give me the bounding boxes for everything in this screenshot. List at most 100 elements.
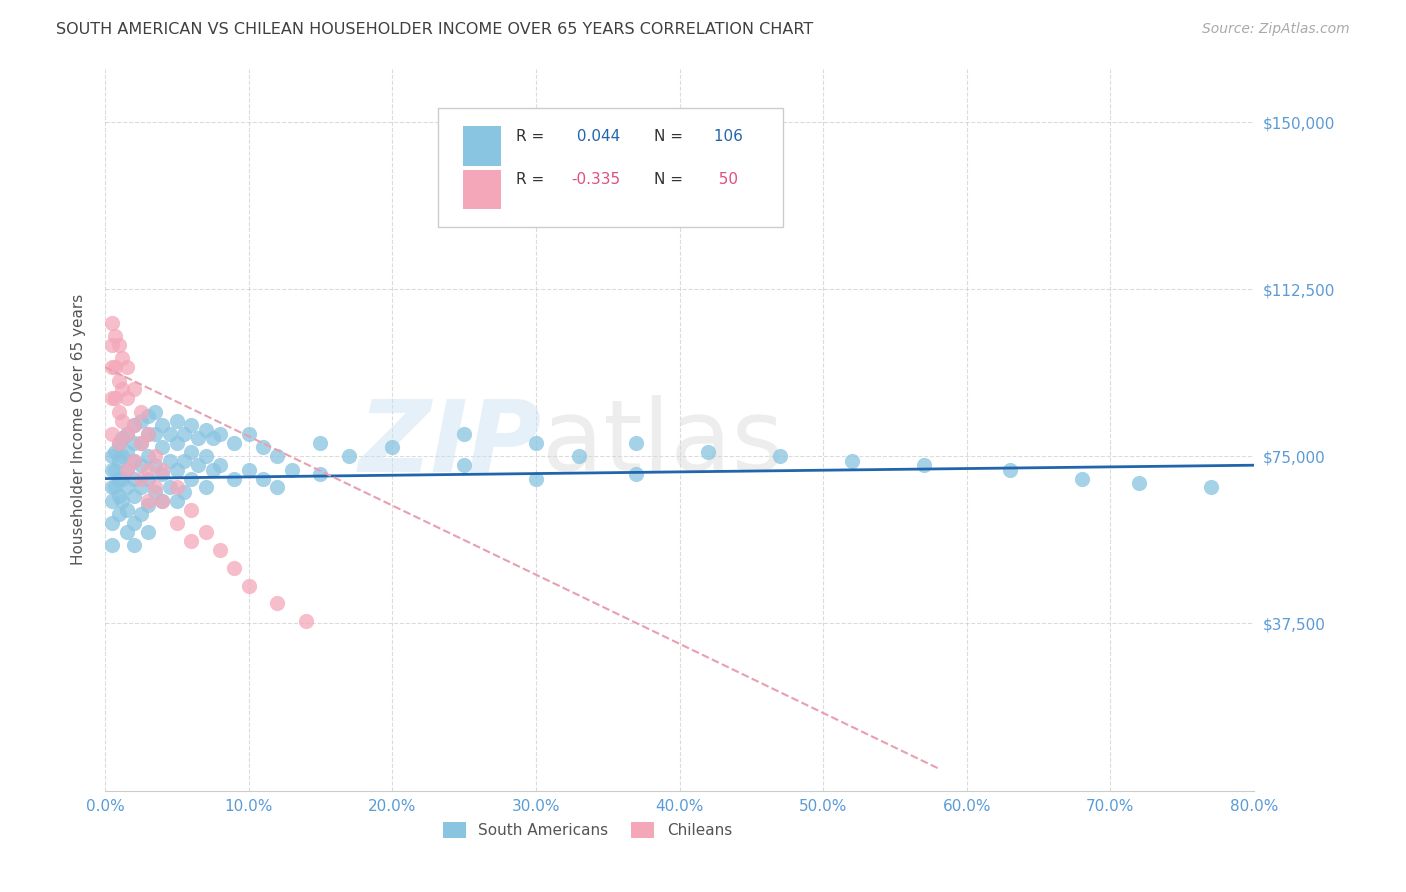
Point [912,458,935,473]
Point [129,436,152,450]
Point [136,463,159,477]
Point [166,463,188,477]
Point [129,507,152,521]
Point [201,432,224,446]
Point [108,436,131,450]
Point [136,450,159,464]
Point [101,481,124,495]
Point [136,494,159,508]
Text: Source: ZipAtlas.com: Source: ZipAtlas.com [1202,22,1350,37]
Text: N =: N = [654,172,688,187]
Point [626,436,648,450]
Point [122,472,145,486]
Point [101,360,124,375]
Point [108,338,131,352]
Point [180,445,202,459]
Point [111,351,134,366]
Point [115,360,138,375]
Point [122,454,145,468]
Point [152,494,174,508]
Point [108,472,131,486]
Text: SOUTH AMERICAN VS CHILEAN HOUSEHOLDER INCOME OVER 65 YEARS CORRELATION CHART: SOUTH AMERICAN VS CHILEAN HOUSEHOLDER IN… [56,22,814,37]
Point [152,494,174,508]
Point [129,436,152,450]
Point [143,405,166,419]
Point [166,516,188,530]
Point [111,472,134,486]
Point [208,458,231,473]
Legend: South Americans, Chileans: South Americans, Chileans [437,816,738,845]
Point [111,383,134,397]
Point [238,463,260,477]
Point [122,418,145,433]
Point [101,427,124,442]
Point [224,560,246,574]
FancyBboxPatch shape [464,127,502,166]
FancyBboxPatch shape [464,169,502,210]
Point [108,507,131,521]
Text: 106: 106 [710,128,744,144]
Text: ZIP: ZIP [359,395,541,492]
Point [104,463,127,477]
Point [381,441,404,455]
Point [111,414,134,428]
Point [108,374,131,388]
Point [115,445,138,459]
Point [266,596,288,610]
Point [159,481,181,495]
Point [173,427,195,442]
Point [122,490,145,504]
Point [143,481,166,495]
Point [136,499,159,513]
Point [129,458,152,473]
Point [524,436,547,450]
Point [115,463,138,477]
Point [101,516,124,530]
Point [697,445,720,459]
Point [187,432,209,446]
Point [136,427,159,442]
Point [115,427,138,442]
Point [104,329,127,343]
Point [104,481,127,495]
Point [309,436,332,450]
Point [129,481,152,495]
FancyBboxPatch shape [439,108,783,227]
Point [122,418,145,433]
Point [280,463,302,477]
Point [180,472,202,486]
Point [252,472,274,486]
Point [111,450,134,464]
Point [108,436,131,450]
Point [101,392,124,406]
Point [159,454,181,468]
Point [295,614,318,628]
Point [104,360,127,375]
Point [129,405,152,419]
Point [841,454,863,468]
Point [166,414,188,428]
Point [194,423,217,437]
Point [122,383,145,397]
Point [115,427,138,442]
Point [115,392,138,406]
Point [173,485,195,500]
Point [180,533,202,548]
Text: R =: R = [516,172,550,187]
Point [108,454,131,468]
Point [194,524,217,539]
Point [194,450,217,464]
Point [115,502,138,516]
Point [1199,481,1222,495]
Point [266,450,288,464]
Point [101,463,124,477]
Point [769,450,792,464]
Point [166,494,188,508]
Point [122,516,145,530]
Point [101,316,124,330]
Text: -0.335: -0.335 [571,172,620,187]
Point [136,409,159,424]
Point [122,538,145,552]
Point [122,436,145,450]
Point [152,418,174,433]
